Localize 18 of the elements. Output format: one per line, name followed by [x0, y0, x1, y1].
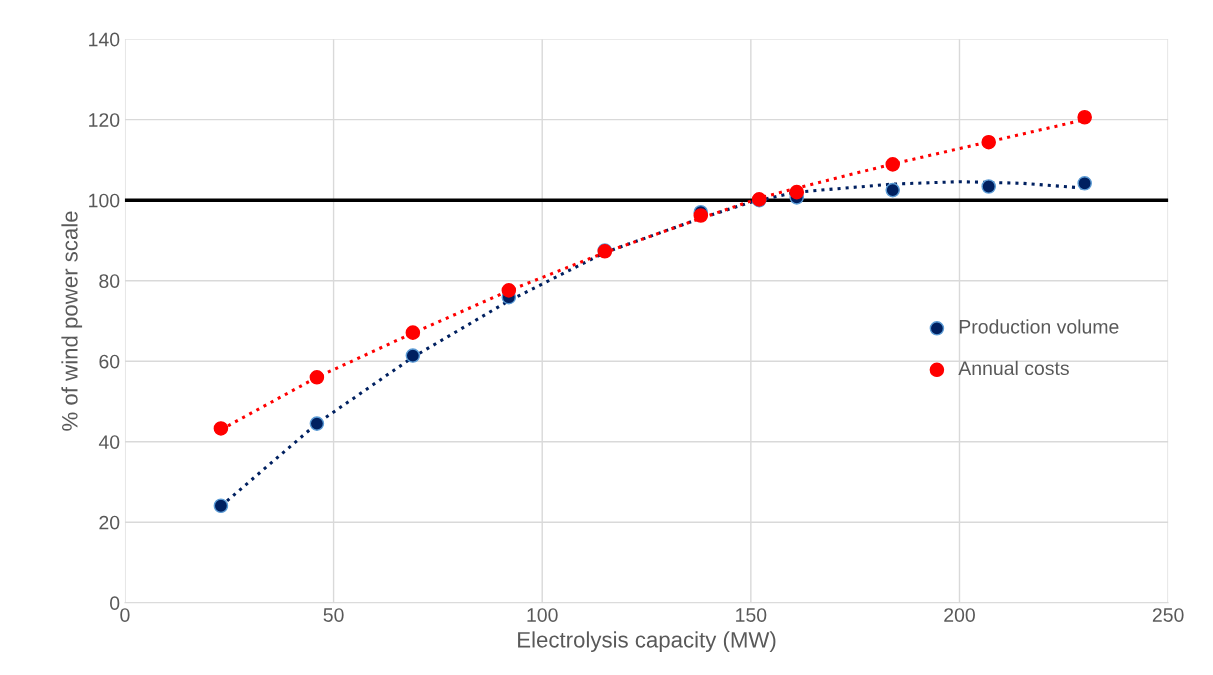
y-axis-title: % of wind power scale: [61, 211, 83, 431]
y-tick-label: 40: [98, 435, 120, 449]
legend-label: Annual costs: [958, 360, 1069, 376]
y-tick-label: 20: [99, 515, 120, 530]
y-tick-label: 60: [99, 354, 120, 369]
x-axis-title: Electrolysis capacity (MW): [518, 631, 776, 653]
x-tick-label: 250: [1152, 608, 1184, 622]
y-tick-label: 100: [89, 193, 120, 208]
y-tick-label: 80: [99, 274, 120, 288]
y-tick-label: 120: [89, 113, 120, 127]
x-tick-label: 150: [736, 608, 767, 622]
legend-label: Production volume: [959, 319, 1119, 334]
y-tick-label: 140: [89, 32, 120, 47]
x-tick-label: 0: [120, 608, 130, 622]
x-tick-label: 200: [944, 608, 975, 622]
x-tick-label: 50: [323, 608, 344, 622]
x-tick-label: 100: [527, 608, 558, 622]
y-tick-label: 0: [110, 596, 120, 611]
